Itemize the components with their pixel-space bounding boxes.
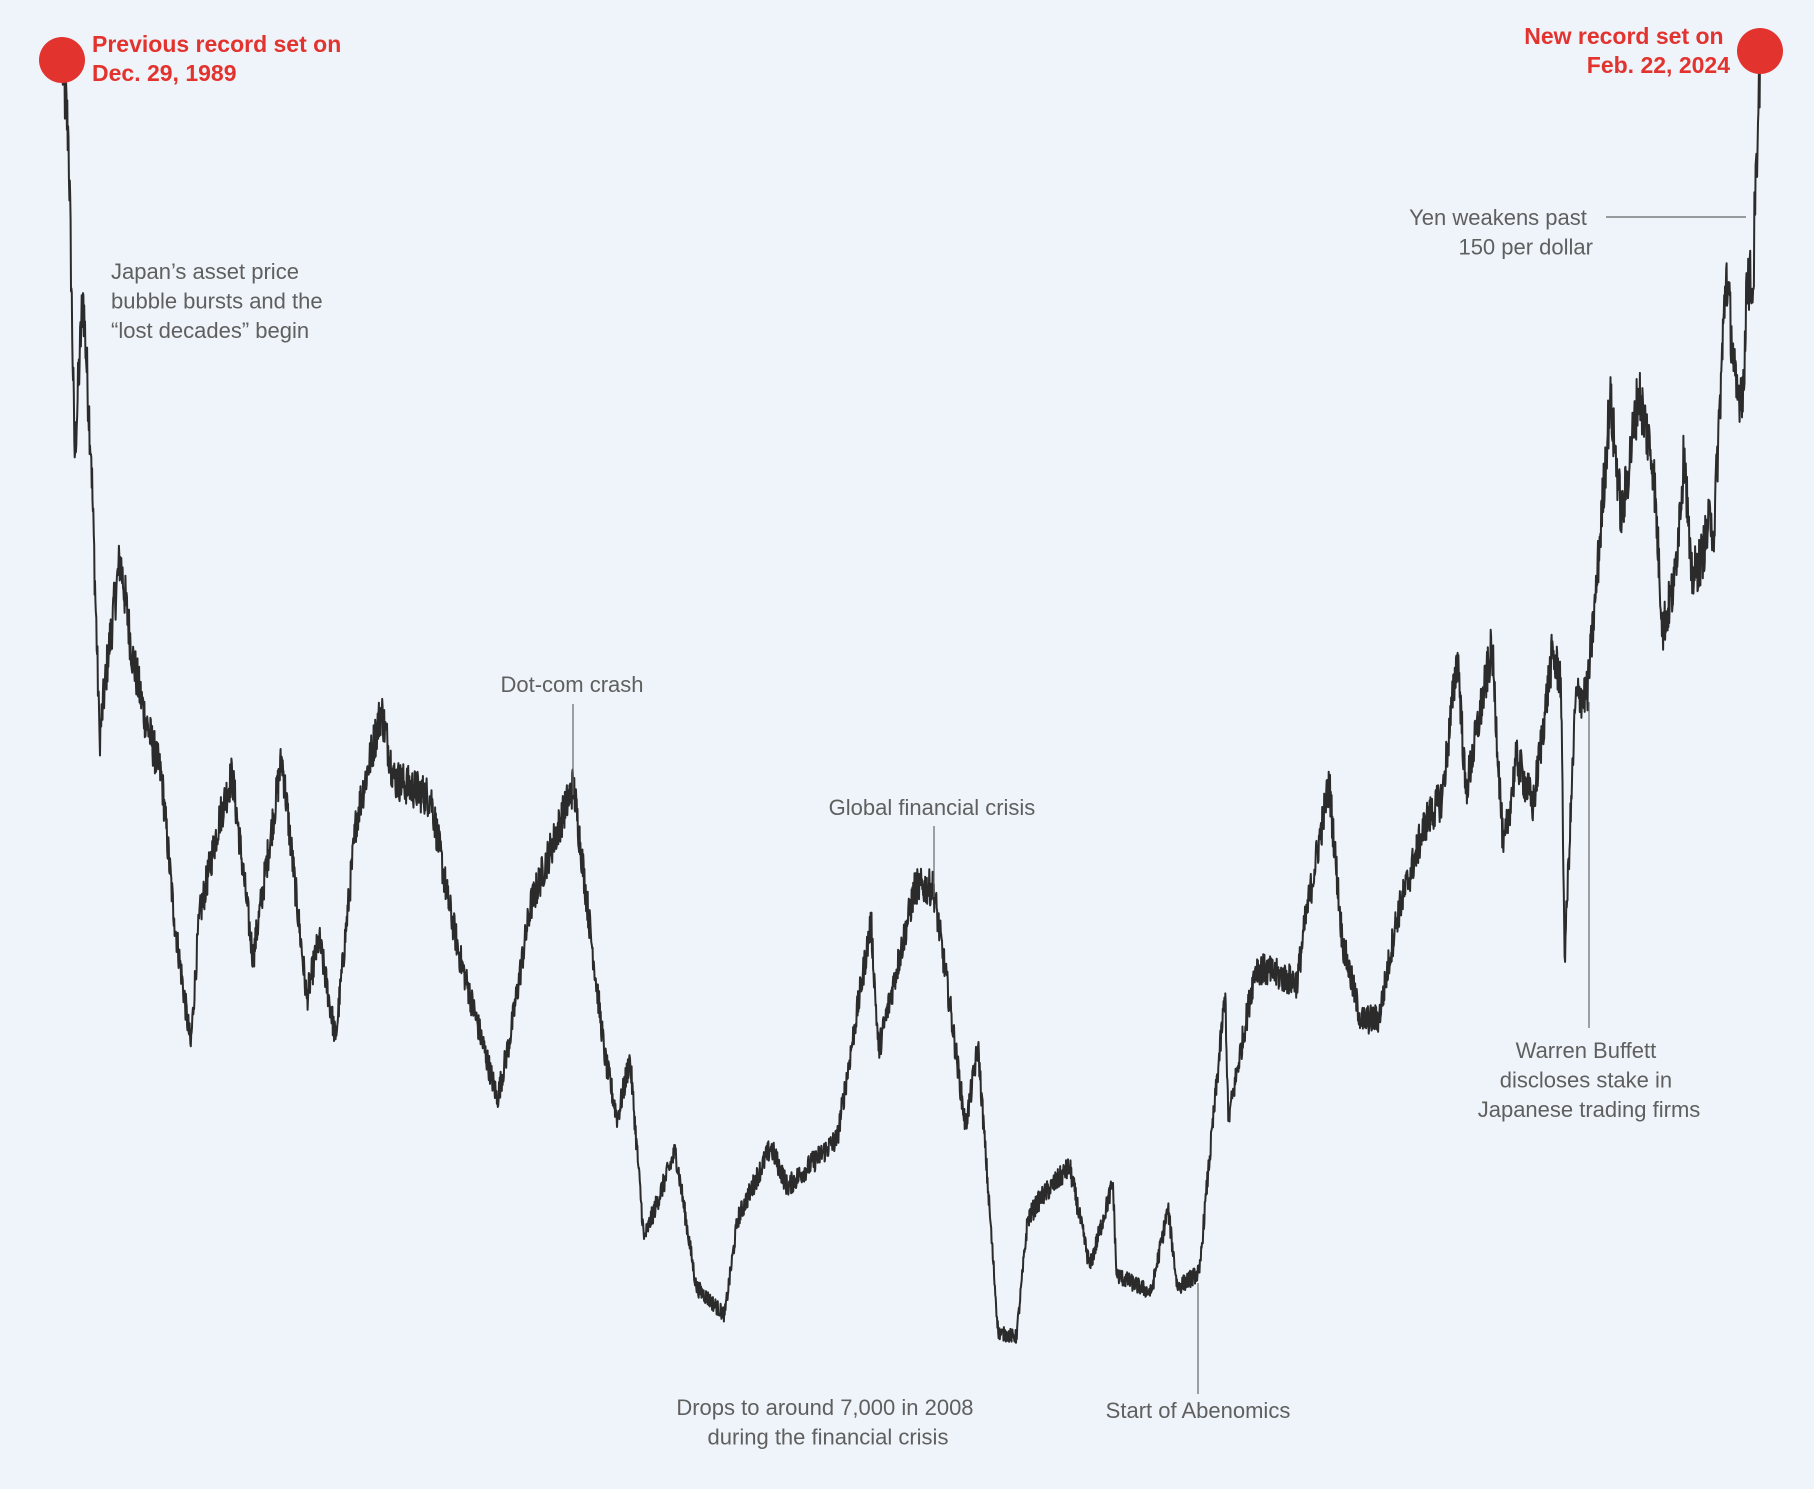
yen-annotation: Yen weakens past 150 per dollar	[1409, 205, 1593, 260]
prev-record-label: Previous record set on Dec. 29, 1989	[92, 31, 348, 86]
bubble-annotation: Japan’s asset price bubble bursts and th…	[111, 259, 329, 343]
abenomics-annotation: Start of Abenomics	[1106, 1398, 1291, 1423]
new-record-marker	[1737, 28, 1783, 74]
prev-record-marker	[39, 37, 85, 83]
nikkei-series-line	[61, 40, 1761, 1344]
new-record-label: New record set on Feb. 22, 2024	[1524, 23, 1730, 78]
drops-annotation: Drops to around 7,000 in 2008 during the…	[676, 1395, 979, 1450]
dotcom-annotation: Dot-com crash	[500, 672, 643, 697]
gfc-annotation: Global financial crisis	[829, 795, 1036, 820]
buffett-annotation: Warren Buffett discloses stake in Japane…	[1478, 1038, 1701, 1122]
